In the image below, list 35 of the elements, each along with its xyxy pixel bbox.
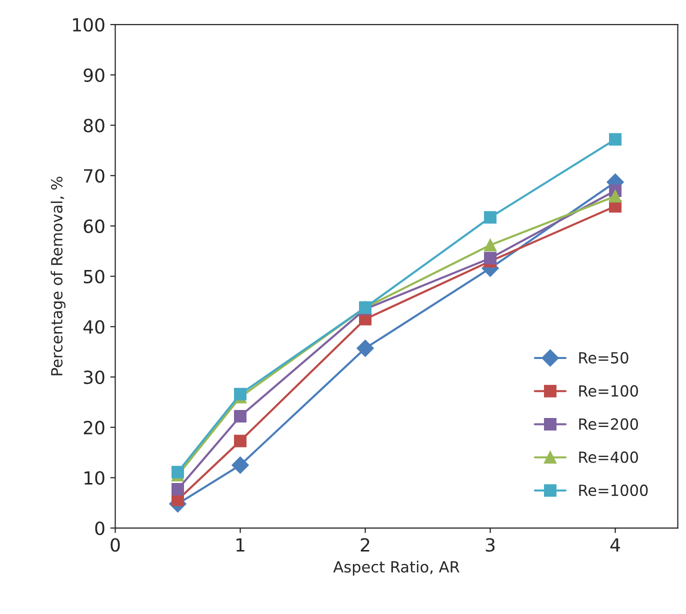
point [234, 388, 247, 400]
y-axis-title: Percentage of Removal, % [50, 176, 66, 376]
y-tick-label: 70 [84, 169, 104, 183]
point [172, 483, 184, 496]
point [484, 211, 497, 224]
point [609, 133, 622, 146]
point [484, 252, 497, 264]
point [609, 190, 622, 202]
y-tick-label: 40 [83, 320, 104, 334]
y-tick-label: 0 [95, 522, 104, 536]
legend-label: Re=1000 [579, 484, 648, 496]
x-tick-label: 2 [360, 538, 370, 552]
y-tick-label: 20 [84, 420, 104, 434]
y-tick-label: 50 [84, 270, 104, 284]
point [172, 466, 184, 478]
x-tick-label: 0 [110, 538, 120, 552]
point [234, 434, 247, 448]
x-tick-label: 1 [236, 538, 244, 552]
y-tick-label: 90 [84, 68, 104, 82]
legend-label: Re=200 [579, 418, 638, 430]
y-tick-label: 100 [73, 18, 104, 32]
legend-label: Re=100 [579, 385, 638, 397]
y-tick-label: 80 [84, 118, 104, 132]
legend-label: Re=50 [579, 352, 628, 364]
y-tick-label: 60 [84, 219, 104, 234]
x-tick-label: 3 [486, 538, 495, 552]
x-tick-label: 4 [610, 538, 620, 552]
point [484, 238, 497, 252]
y-tick-label: 30 [84, 370, 104, 384]
legend-label: Re=400 [579, 451, 638, 463]
y-tick-label: 10 [84, 471, 104, 485]
point [356, 340, 374, 357]
point [234, 410, 247, 423]
point [232, 456, 249, 474]
x-axis-title: Aspect Ratio, AR [333, 560, 460, 576]
